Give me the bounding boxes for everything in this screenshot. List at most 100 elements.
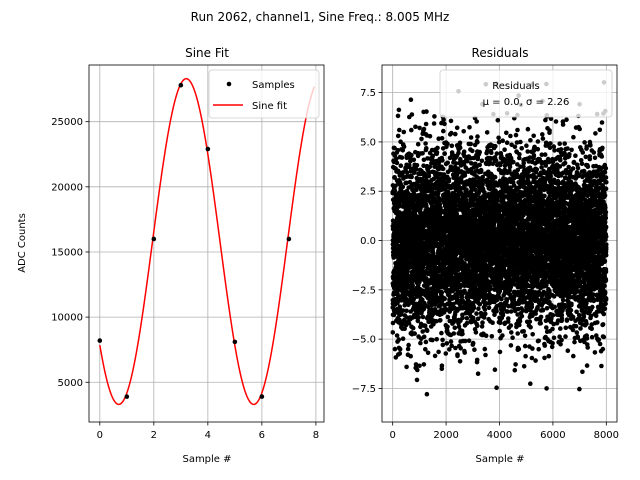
residual-point	[404, 308, 409, 314]
residual-point	[508, 323, 514, 328]
residual-point	[407, 179, 413, 185]
residual-point	[395, 113, 401, 119]
sine-fit-ytick-label: 10000	[51, 313, 83, 324]
residual-point	[493, 143, 498, 149]
residual-point	[393, 183, 398, 189]
sine-fit-ylabel: ADC Counts	[17, 213, 28, 273]
residual-point	[413, 124, 418, 130]
residual-point	[394, 333, 400, 338]
residual-point	[398, 163, 404, 168]
residual-point	[484, 130, 490, 135]
residual-point	[439, 136, 445, 141]
residual-point	[460, 331, 465, 337]
residual-point	[397, 351, 403, 356]
sample-point	[151, 236, 157, 242]
residual-point	[441, 128, 446, 134]
residual-point	[409, 174, 414, 180]
residual-point	[397, 317, 402, 323]
residual-point	[445, 314, 451, 320]
residual-point	[449, 130, 454, 136]
residual-point	[439, 363, 445, 369]
sine-fit-ytick-label: 15000	[51, 247, 83, 258]
residual-point	[462, 173, 468, 178]
residual-point	[512, 144, 518, 150]
residual-point	[411, 157, 417, 163]
residual-point	[394, 160, 400, 166]
residual-point	[392, 346, 398, 352]
residual-point	[421, 126, 427, 132]
residual-point	[405, 268, 410, 274]
residual-point	[506, 316, 511, 321]
residual-point	[433, 318, 439, 324]
residual-point	[443, 351, 449, 356]
residual-point	[434, 150, 440, 155]
residual-point	[434, 237, 440, 243]
residual-point	[392, 145, 397, 151]
residual-point	[466, 338, 472, 344]
residual-point	[423, 339, 429, 345]
sine-fit-title: Sine Fit	[185, 46, 229, 60]
sine-fit-xtick-label: 8	[313, 430, 319, 441]
residual-point	[519, 313, 525, 319]
residual-point	[504, 130, 509, 136]
sample-point	[259, 394, 265, 399]
residual-point	[402, 326, 408, 332]
residual-point	[483, 311, 488, 317]
residual-point	[482, 346, 488, 352]
residual-point	[435, 145, 440, 151]
sine-fit-xtick-label: 4	[205, 430, 211, 441]
residual-point	[409, 279, 415, 285]
residual-point	[492, 367, 498, 373]
residual-point	[490, 320, 495, 326]
residual-point	[510, 335, 515, 341]
residual-point	[392, 188, 398, 193]
residual-point	[440, 342, 446, 348]
residual-point	[512, 367, 518, 373]
residual-point	[517, 322, 522, 328]
residual-point	[475, 371, 481, 377]
residual-point	[480, 320, 485, 325]
residual-point	[396, 337, 402, 342]
residual-point	[517, 152, 522, 157]
residual-point	[445, 141, 450, 147]
residual-point	[449, 143, 455, 149]
residual-point	[395, 148, 401, 153]
residual-point	[518, 139, 523, 145]
residual-point	[408, 353, 414, 359]
residual-point	[400, 148, 406, 153]
residual-point	[474, 357, 480, 363]
sine-fit-legend-box	[208, 69, 320, 119]
residual-point	[497, 328, 503, 334]
residual-point	[396, 107, 402, 113]
residual-point	[415, 141, 421, 147]
residual-point	[407, 163, 412, 168]
residual-point	[392, 175, 397, 180]
sine-fit-xlabel: Sample #	[182, 454, 231, 465]
residual-point	[471, 305, 477, 311]
sine-fit-panel: Sine Fit Sample # ADC Counts 0 2 4 6 8500010…	[17, 46, 325, 465]
residual-point	[404, 170, 410, 175]
sine-fit-ytick-label: 20000	[51, 182, 83, 193]
residual-point	[400, 184, 406, 190]
residual-point	[421, 157, 427, 163]
residual-point	[424, 146, 429, 151]
residual-point	[390, 320, 396, 326]
residual-point	[422, 323, 428, 329]
residual-point	[508, 133, 513, 139]
residual-point	[431, 250, 436, 256]
residual-point	[489, 150, 494, 155]
sample-point	[205, 146, 211, 152]
residual-point	[425, 304, 431, 310]
residual-point	[453, 131, 458, 137]
residual-point	[519, 146, 524, 151]
residual-point	[469, 161, 474, 166]
residual-point	[419, 136, 424, 142]
residual-point	[410, 283, 416, 288]
residual-point	[408, 97, 414, 102]
residual-point	[444, 341, 450, 346]
residual-point	[400, 308, 406, 313]
residual-point	[500, 312, 506, 318]
residual-point	[442, 121, 447, 127]
residual-point	[446, 177, 452, 182]
